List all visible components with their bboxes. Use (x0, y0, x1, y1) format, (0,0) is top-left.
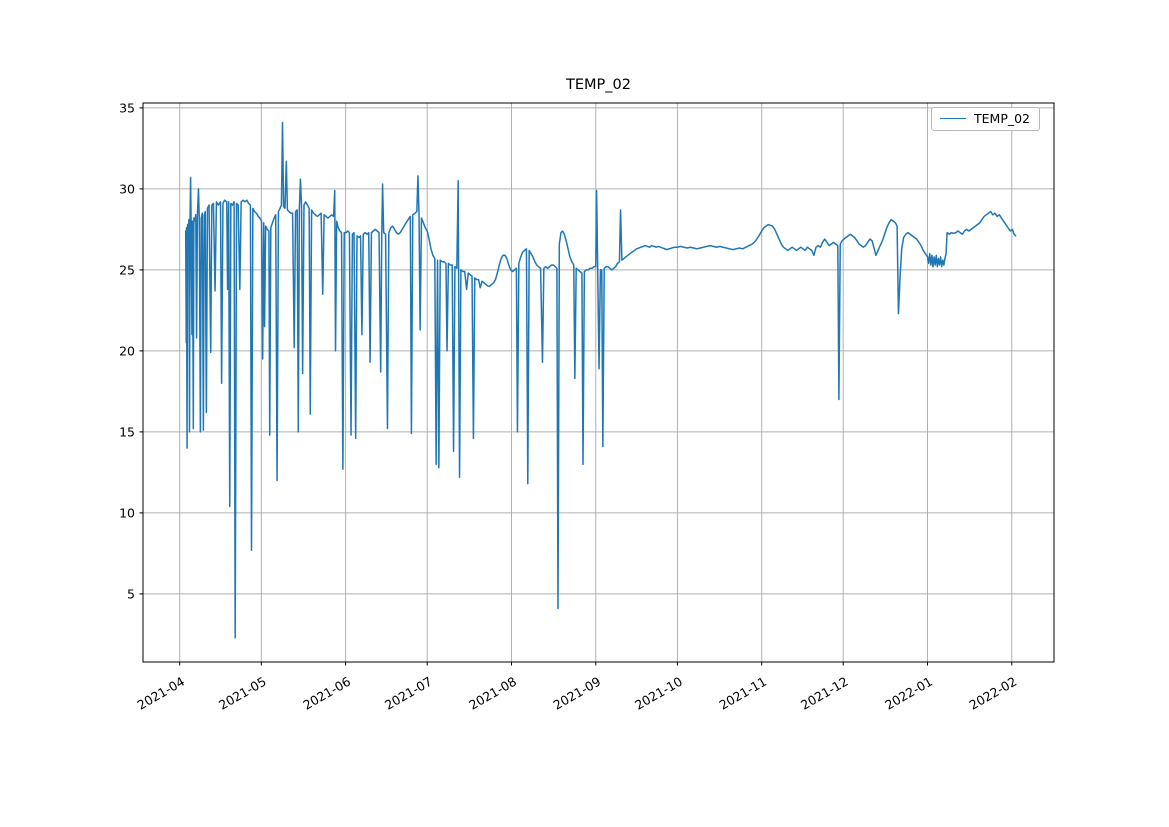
x-tick-label: 2021-12 (798, 674, 851, 713)
x-tick-label: 2021-07 (382, 674, 435, 713)
y-tick-label: 5 (127, 586, 135, 601)
chart-title: TEMP_02 (566, 77, 631, 93)
y-tick-label: 15 (119, 424, 135, 439)
x-tick-label: 2022-02 (967, 674, 1020, 713)
x-tick-label: 2021-06 (300, 674, 353, 713)
x-tick-label: 2021-09 (551, 674, 604, 713)
legend-label: TEMP_02 (974, 111, 1031, 126)
legend: TEMP_02 (931, 107, 1041, 131)
x-tick-label: 2021-11 (716, 674, 769, 713)
series-line (184, 121, 1017, 639)
x-tick-label: 2021-04 (134, 674, 187, 713)
x-tick-label: 2021-08 (466, 674, 519, 713)
y-tick-label: 25 (119, 262, 135, 277)
x-tick-label: 2022-01 (882, 674, 935, 713)
x-tick-label: 2021-10 (632, 674, 685, 713)
y-tick-label: 10 (119, 505, 135, 520)
legend-line-sample (940, 118, 966, 120)
y-tick-label: 20 (119, 343, 135, 358)
y-tick-label: 35 (119, 100, 135, 115)
plot-border (142, 102, 1055, 663)
y-tick-label: 30 (119, 181, 135, 196)
x-tick-label: 2021-05 (216, 674, 269, 713)
